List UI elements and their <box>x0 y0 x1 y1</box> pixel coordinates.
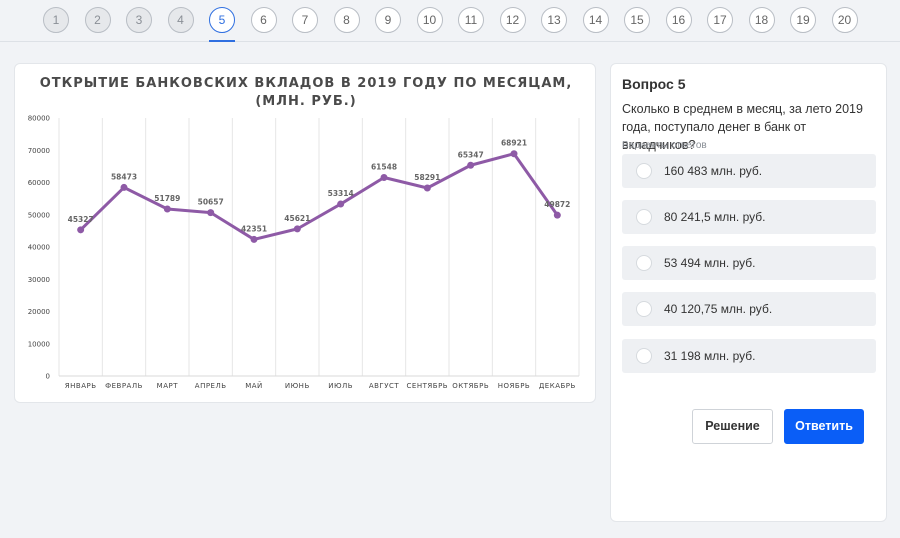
data-label: 68921 <box>501 139 527 148</box>
question-number-15[interactable]: 15 <box>624 7 650 33</box>
data-label: 65347 <box>458 150 484 159</box>
radio-button[interactable] <box>636 255 652 271</box>
question-title: Вопрос 5 <box>622 76 686 92</box>
question-number-2[interactable]: 2 <box>84 7 111 33</box>
answer-option-label: 31 198 млн. руб. <box>664 349 756 363</box>
y-tick-label: 30000 <box>28 276 50 284</box>
radio-button[interactable] <box>636 163 652 179</box>
question-text: Сколько в среднем в месяц, за лето 2019 … <box>622 102 863 152</box>
data-point <box>293 225 301 233</box>
x-tick-label: ИЮЛЬ <box>328 382 353 390</box>
question-number-1[interactable]: 1 <box>43 7 69 33</box>
question-number-13[interactable]: 13 <box>541 7 567 33</box>
data-point <box>120 183 128 191</box>
question-number-20[interactable]: 20 <box>831 7 858 33</box>
question-number-18[interactable]: 18 <box>748 7 775 33</box>
x-tick-label: МАЙ <box>245 381 263 390</box>
data-label: 51789 <box>154 194 180 203</box>
x-tick-label: АПРЕЛЬ <box>195 382 227 390</box>
x-tick-label: НОЯБРЬ <box>498 382 530 390</box>
data-label: 58291 <box>414 173 440 182</box>
data-point <box>163 205 171 213</box>
data-point <box>467 161 475 169</box>
question-navigation-bar: 1 2 3 4 5 6 7 8 9 10 11 12 13 14 15 16 17 18 19 20 <box>0 0 900 42</box>
data-label: 50657 <box>198 198 224 207</box>
data-label: 45621 <box>284 214 310 223</box>
x-tick-label: МАРТ <box>157 382 179 390</box>
data-label: 49872 <box>544 200 570 209</box>
chart-subtitle: (МЛН. РУБ.) <box>255 94 357 109</box>
question-card: Вопрос 5 Сколько в среднем в месяц, за л… <box>610 63 887 522</box>
answer-option-label: 80 241,5 млн. руб. <box>664 210 766 224</box>
data-point <box>337 200 345 208</box>
y-tick-label: 40000 <box>28 244 50 252</box>
x-tick-label: АВГУСТ <box>369 382 400 390</box>
radio-button[interactable] <box>636 301 652 317</box>
y-tick-label: 50000 <box>28 211 50 219</box>
data-label: 45327 <box>68 215 94 224</box>
data-label: 53314 <box>328 189 354 198</box>
data-label: 42351 <box>241 224 267 233</box>
answer-option[interactable]: 40 120,75 млн. руб. <box>622 292 876 326</box>
answer-option-label: 53 494 млн. руб. <box>664 256 756 270</box>
x-tick-label: ИЮНЬ <box>285 382 310 390</box>
y-tick-label: 10000 <box>28 340 50 348</box>
question-number-6[interactable]: 6 <box>250 7 277 33</box>
data-point <box>380 174 388 182</box>
answer-option[interactable]: 53 494 млн. руб. <box>622 246 876 280</box>
question-number-4[interactable]: 4 <box>167 7 194 33</box>
question-number-16[interactable]: 16 <box>665 7 692 33</box>
question-number-7[interactable]: 7 <box>292 7 318 33</box>
data-point <box>207 209 215 217</box>
question-number-17[interactable]: 17 <box>707 7 733 33</box>
question-number-19[interactable]: 19 <box>790 7 816 33</box>
answer-option[interactable]: 31 198 млн. руб. <box>622 339 876 373</box>
y-tick-label: 80000 <box>28 115 50 123</box>
question-number-12[interactable]: 12 <box>499 7 526 33</box>
chart-card: ОТКРЫТИЕ БАНКОВСКИХ ВКЛАДОВ В 2019 ГОДУ … <box>14 63 596 403</box>
answer-options-caption: Варианты ответов <box>622 140 707 151</box>
chart-title: ОТКРЫТИЕ БАНКОВСКИХ ВКЛАДОВ В 2019 ГОДУ … <box>39 76 573 91</box>
data-label: 58473 <box>111 172 137 181</box>
x-tick-label: ОКТЯБРЬ <box>452 382 489 390</box>
question-number-8[interactable]: 8 <box>333 7 360 33</box>
data-label: 61548 <box>371 163 397 172</box>
data-point <box>250 235 258 243</box>
question-number-10[interactable]: 10 <box>416 7 443 33</box>
x-tick-label: СЕНТЯБРЬ <box>407 382 449 390</box>
y-tick-label: 20000 <box>28 308 50 316</box>
x-tick-label: ЯНВАРЬ <box>65 382 97 390</box>
answer-option-label: 40 120,75 млн. руб. <box>664 302 773 316</box>
question-number-3[interactable]: 3 <box>126 7 152 33</box>
question-number-11[interactable]: 11 <box>458 7 484 33</box>
y-tick-label: 0 <box>46 373 50 381</box>
answer-option-label: 160 483 млн. руб. <box>664 164 763 178</box>
x-tick-label: ДЕКАБРЬ <box>539 382 576 390</box>
y-tick-label: 60000 <box>28 179 50 187</box>
series-line <box>79 152 559 241</box>
x-tick-label: ФЕВРАЛЬ <box>105 382 143 390</box>
radio-button[interactable] <box>636 209 652 225</box>
answer-option[interactable]: 80 241,5 млн. руб. <box>622 200 876 234</box>
question-number-14[interactable]: 14 <box>582 7 609 33</box>
data-point <box>553 211 561 219</box>
data-point <box>423 184 431 192</box>
answer-button[interactable]: Ответить <box>784 409 864 444</box>
solution-button[interactable]: Решение <box>692 409 773 444</box>
active-question-underline <box>209 40 235 42</box>
question-number-9[interactable]: 9 <box>375 7 401 33</box>
y-tick-label: 70000 <box>28 147 50 155</box>
data-point <box>77 226 85 234</box>
radio-button[interactable] <box>636 348 652 364</box>
data-point <box>510 150 518 158</box>
answer-option[interactable]: 160 483 млн. руб. <box>622 154 876 188</box>
line-chart: 0 10000 20000 30000 40000 50000 60000 70000 8000… <box>28 115 580 390</box>
question-number-5[interactable]: 5 <box>209 7 235 33</box>
